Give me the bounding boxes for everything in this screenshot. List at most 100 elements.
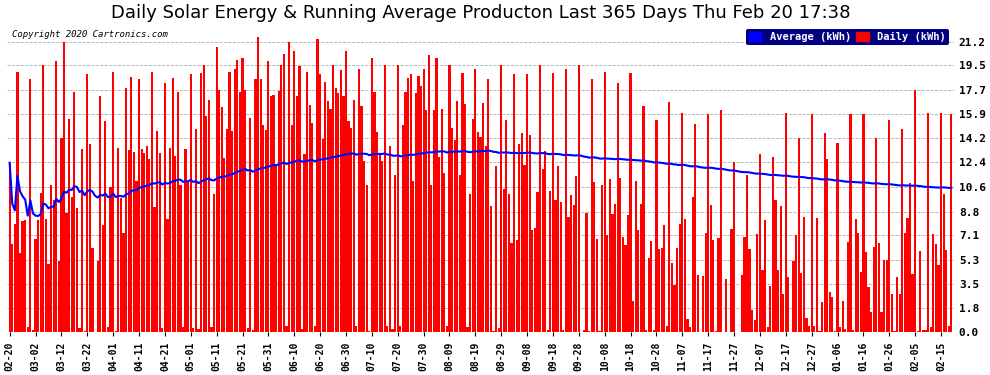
Bar <box>798 138 800 332</box>
Bar <box>242 58 244 332</box>
Bar <box>702 276 704 332</box>
Bar <box>774 200 776 332</box>
Bar <box>128 150 130 332</box>
Bar <box>466 327 468 332</box>
Bar <box>640 204 643 332</box>
Bar <box>436 58 438 332</box>
Bar <box>859 272 862 332</box>
Bar <box>448 65 450 332</box>
Bar <box>490 206 492 332</box>
Bar <box>684 219 686 332</box>
Bar <box>673 285 675 332</box>
Bar <box>304 154 306 332</box>
Bar <box>872 247 875 332</box>
Bar <box>19 253 21 332</box>
Bar <box>686 319 689 332</box>
Bar <box>444 174 446 332</box>
Bar <box>846 242 849 332</box>
Bar <box>816 218 818 332</box>
Bar <box>756 234 758 332</box>
Bar <box>319 75 321 332</box>
Bar <box>141 149 143 332</box>
Bar <box>862 114 864 332</box>
Bar <box>343 96 345 332</box>
Bar <box>619 178 622 332</box>
Bar <box>311 123 314 332</box>
Bar <box>930 327 932 332</box>
Bar <box>544 151 546 332</box>
Bar <box>14 224 16 332</box>
Text: Copyright 2020 Cartronics.com: Copyright 2020 Cartronics.com <box>12 30 167 39</box>
Bar <box>914 90 917 332</box>
Bar <box>360 106 362 332</box>
Bar <box>596 238 598 332</box>
Bar <box>89 144 91 332</box>
Bar <box>518 144 521 332</box>
Bar <box>572 205 575 332</box>
Bar <box>718 238 720 332</box>
Bar <box>239 92 241 332</box>
Bar <box>524 165 526 332</box>
Bar <box>138 79 141 332</box>
Bar <box>938 265 940 332</box>
Title: Daily Solar Energy & Running Average Producton Last 365 Days Thu Feb 20 17:38: Daily Solar Energy & Running Average Pro… <box>111 4 850 22</box>
Bar <box>575 176 577 332</box>
Bar <box>174 156 176 332</box>
Bar <box>99 96 101 332</box>
Bar <box>150 72 153 332</box>
Bar <box>391 329 394 332</box>
Bar <box>9 163 11 332</box>
Bar <box>875 138 877 332</box>
Bar <box>495 166 497 332</box>
Bar <box>741 274 742 332</box>
Bar <box>622 237 624 332</box>
Bar <box>418 76 420 332</box>
Bar <box>678 224 681 332</box>
Bar <box>197 329 200 332</box>
Bar <box>365 185 368 332</box>
Bar <box>676 248 678 332</box>
Bar <box>257 38 259 332</box>
Bar <box>521 134 523 332</box>
Bar <box>824 134 826 332</box>
Bar <box>451 128 453 332</box>
Bar <box>904 233 906 332</box>
Bar <box>865 252 867 332</box>
Bar <box>638 230 640 332</box>
Bar <box>933 234 935 332</box>
Bar <box>73 92 75 332</box>
Bar <box>689 327 691 332</box>
Bar <box>415 93 417 332</box>
Bar <box>772 157 774 332</box>
Bar <box>136 181 138 332</box>
Bar <box>891 294 893 332</box>
Bar <box>117 148 120 332</box>
Bar <box>376 132 378 332</box>
Bar <box>55 61 57 332</box>
Bar <box>229 72 231 332</box>
Bar <box>604 72 606 332</box>
Bar <box>479 137 481 332</box>
Bar <box>909 183 911 332</box>
Bar <box>537 192 539 332</box>
Bar <box>446 326 448 332</box>
Bar <box>832 297 834 332</box>
Bar <box>107 327 109 332</box>
Bar <box>715 331 717 332</box>
Bar <box>347 122 349 332</box>
Bar <box>559 202 561 332</box>
Bar <box>76 208 78 332</box>
Bar <box>237 60 239 332</box>
Bar <box>70 197 73 332</box>
Bar <box>705 232 707 332</box>
Bar <box>96 261 99 332</box>
Bar <box>516 240 518 332</box>
Bar <box>720 110 723 332</box>
Bar <box>112 72 114 332</box>
Bar <box>498 327 500 332</box>
Bar <box>591 79 593 332</box>
Bar <box>893 331 896 332</box>
Bar <box>546 330 548 332</box>
Bar <box>148 159 150 332</box>
Bar <box>935 244 937 332</box>
